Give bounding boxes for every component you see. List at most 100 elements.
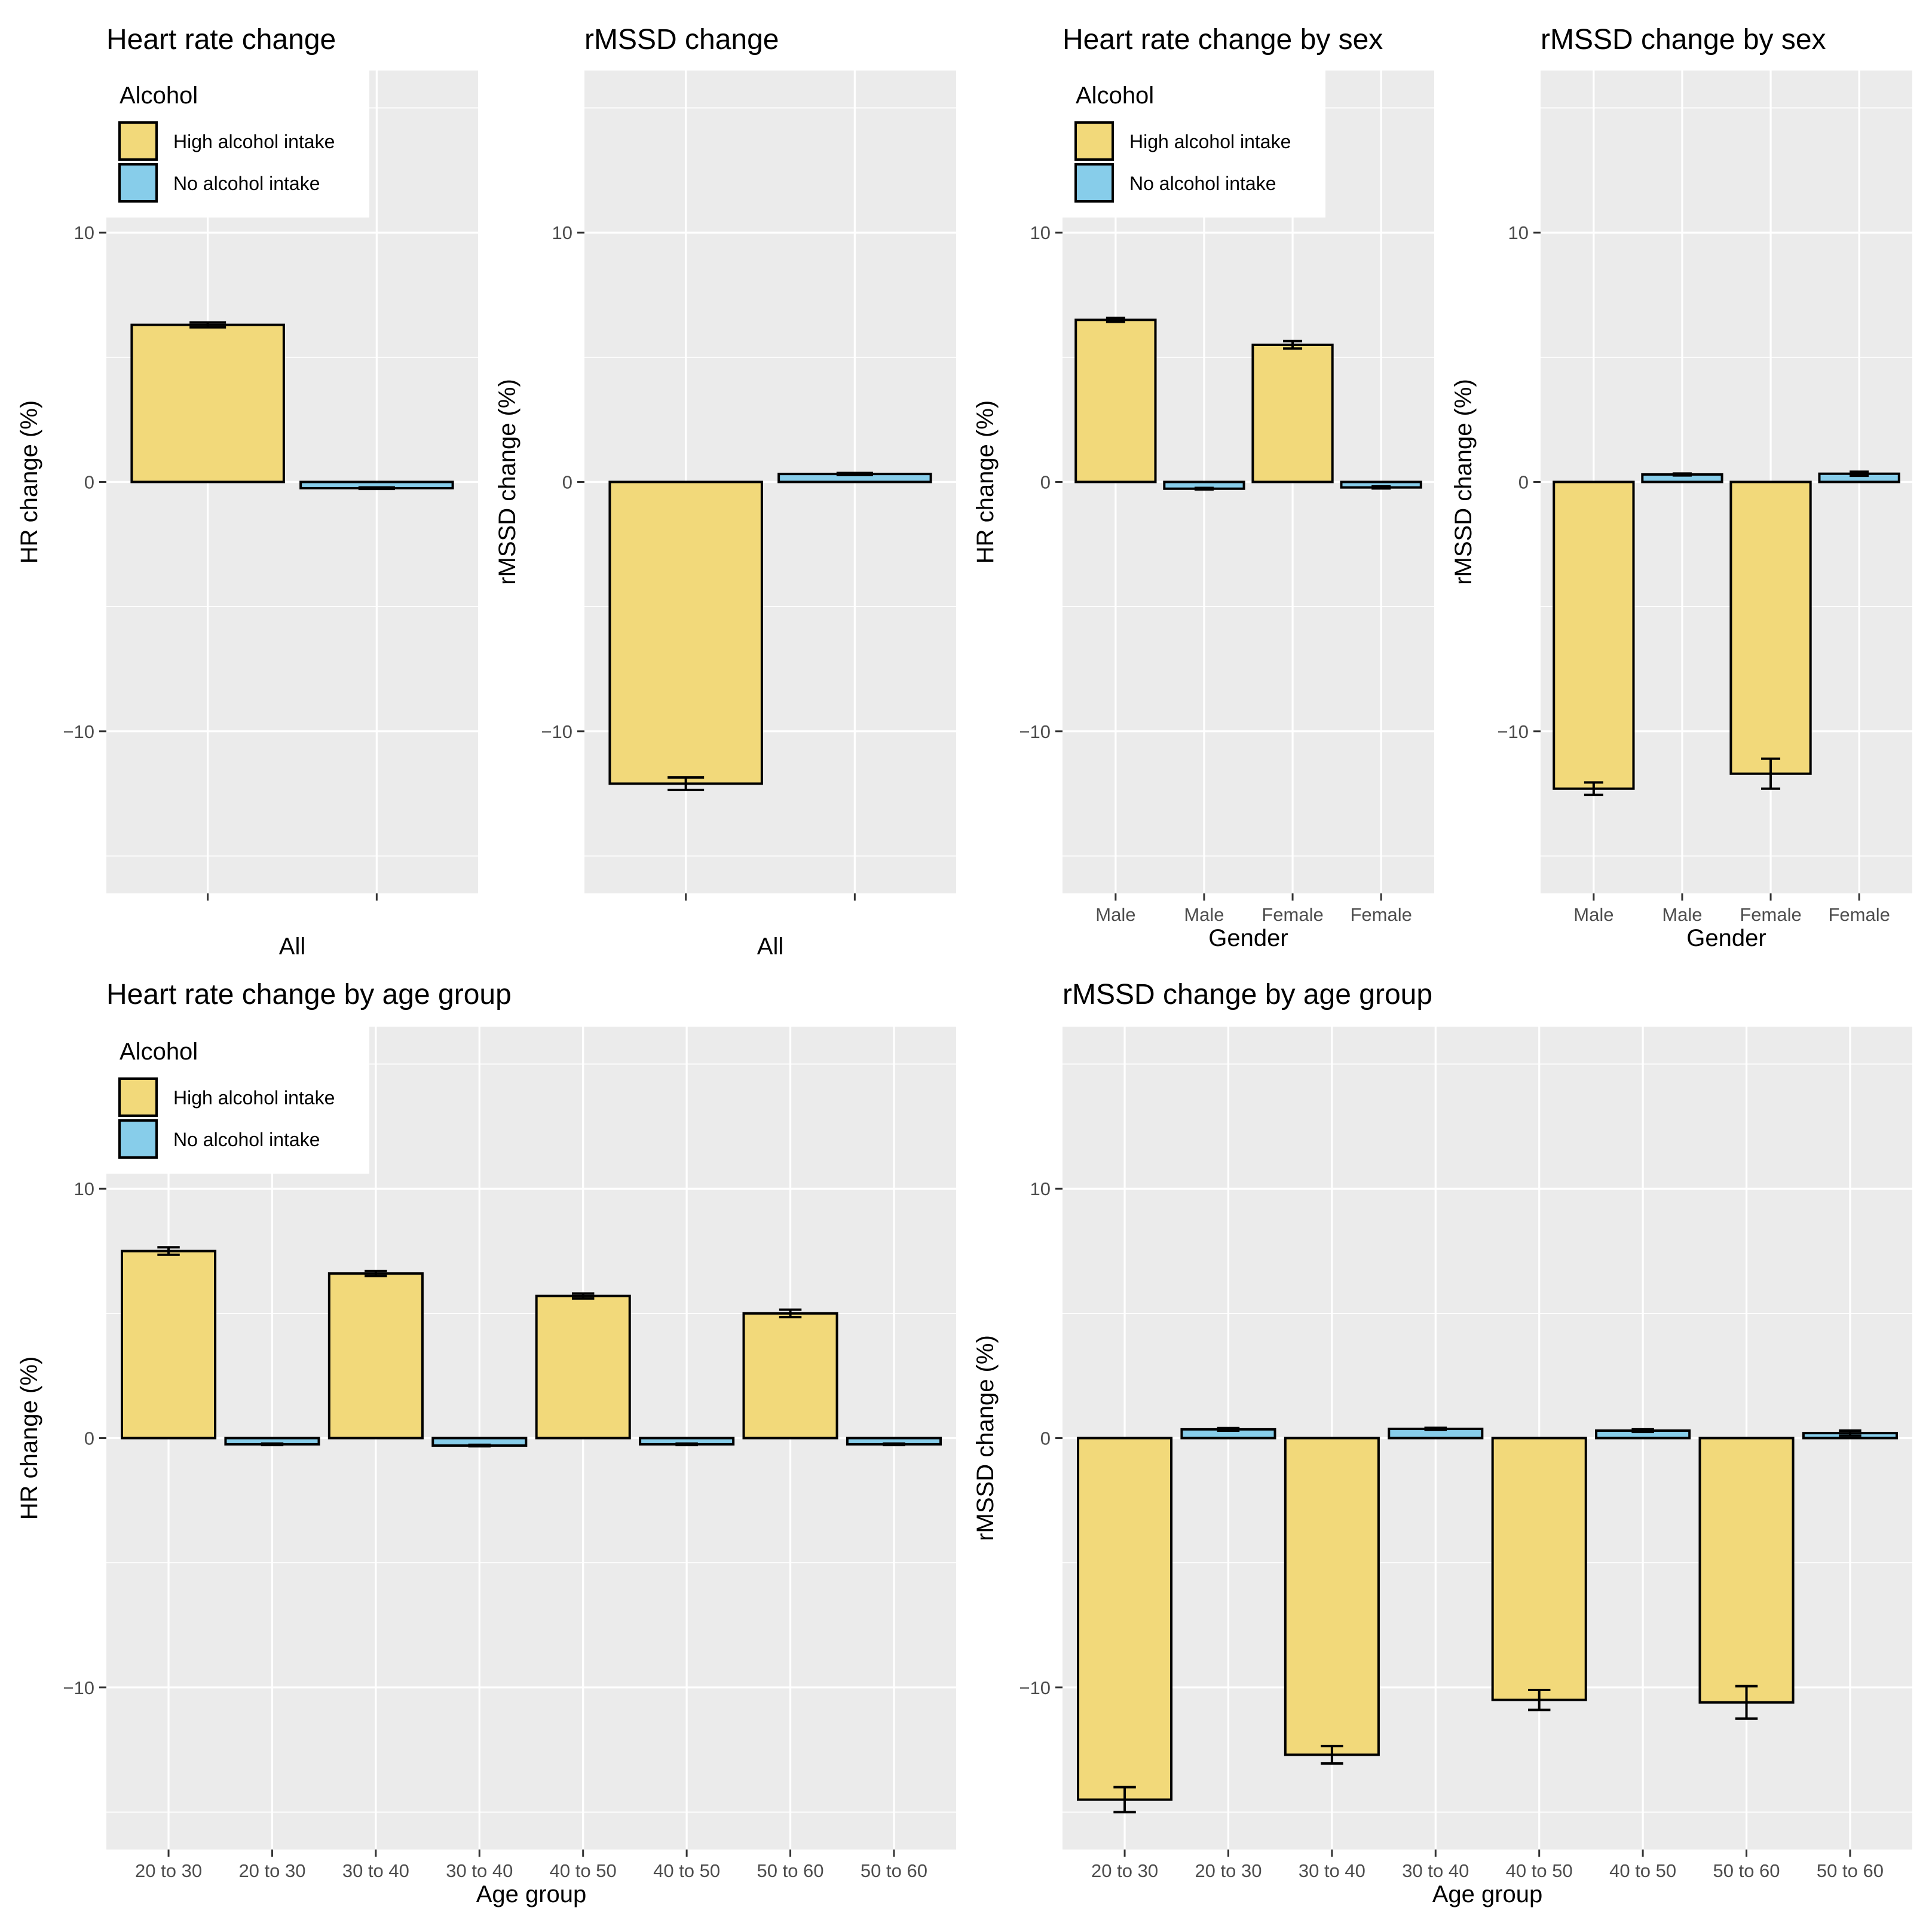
error-bar xyxy=(1283,339,1303,350)
x-tick-label: 20 to 30 xyxy=(135,1860,202,1881)
y-tick-label: 0 xyxy=(562,472,572,493)
panel-6: −10 0 10 20 to 30 20 to 30 30 to 40 30 to 40 40… xyxy=(972,979,1912,1907)
bar xyxy=(121,1250,217,1440)
panel-2: −10 0 10 All rMSSD change (%) rMSSD change xyxy=(494,24,956,960)
error-bar xyxy=(675,1442,698,1447)
panel-title: Heart rate change by sex xyxy=(1063,24,1383,56)
error-bar xyxy=(1761,757,1781,790)
x-tick-label: 50 to 60 xyxy=(1713,1860,1780,1881)
error-bar xyxy=(157,1246,180,1256)
error-bar xyxy=(358,486,395,491)
x-tick-label: 50 to 60 xyxy=(1817,1860,1884,1881)
legend-item-label: High alcohol intake xyxy=(1129,131,1291,152)
x-tick-label: 40 to 50 xyxy=(653,1860,720,1881)
error-bar xyxy=(1584,781,1603,797)
error-bar xyxy=(1839,1429,1861,1437)
x-tick-label: Male xyxy=(1095,904,1135,925)
error-bar xyxy=(1631,1428,1654,1434)
x-tick-label: Female xyxy=(1828,904,1890,925)
panel-title: rMSSD change by sex xyxy=(1541,24,1826,56)
bar xyxy=(1491,1437,1587,1701)
x-tick-label: Female xyxy=(1350,904,1412,925)
error-bar xyxy=(1321,1744,1343,1765)
error-bar xyxy=(883,1442,905,1447)
legend: Alcohol High alcohol intake No alcohol int… xyxy=(1063,70,1325,218)
panel-5: −10 0 10 20 to 30 20 to 30 30 to 40 30 to 40 40… xyxy=(16,979,956,1907)
legend-key xyxy=(1074,163,1114,203)
error-bar xyxy=(261,1442,284,1447)
panel-title: rMSSD change by age group xyxy=(1063,979,1432,1011)
x-axis-label: All xyxy=(279,933,305,960)
x-tick-label: Female xyxy=(1262,904,1323,925)
y-axis-label: HR change (%) xyxy=(16,1357,42,1520)
y-axis-label: HR change (%) xyxy=(972,400,999,564)
error-bar xyxy=(468,1443,491,1448)
y-tick-label: 0 xyxy=(1518,472,1529,493)
error-bar xyxy=(668,776,705,791)
legend-key xyxy=(118,1077,158,1117)
y-tick-label: 0 xyxy=(84,472,94,493)
y-tick-label: −10 xyxy=(63,1677,94,1698)
error-bar xyxy=(1113,1786,1136,1814)
x-axis-label: Gender xyxy=(1208,925,1288,951)
legend-key xyxy=(118,121,158,161)
y-axis-label: rMSSD change (%) xyxy=(494,379,520,585)
x-tick-label: 40 to 50 xyxy=(550,1860,617,1881)
y-axis-label: rMSSD change (%) xyxy=(1450,379,1477,585)
error-bar xyxy=(1527,1688,1551,1711)
y-tick-label: −10 xyxy=(1497,721,1529,742)
legend-title: Alcohol xyxy=(120,1039,198,1065)
y-tick-label: 10 xyxy=(74,1178,94,1199)
y-tick-label: 10 xyxy=(552,222,572,243)
x-tick-label: Female xyxy=(1740,904,1801,925)
legend-key xyxy=(118,163,158,203)
bar xyxy=(1251,344,1334,483)
legend: Alcohol High alcohol intake No alcohol int… xyxy=(106,1026,369,1174)
y-tick-label: 10 xyxy=(1030,1178,1051,1199)
x-tick-label: 40 to 50 xyxy=(1506,1860,1573,1881)
bar xyxy=(1077,1437,1173,1801)
x-tick-label: 50 to 60 xyxy=(757,1860,824,1881)
error-bar xyxy=(836,471,873,476)
legend-key xyxy=(1074,121,1114,161)
y-tick-label: 0 xyxy=(84,1428,94,1449)
x-tick-label: 30 to 40 xyxy=(342,1860,409,1881)
y-tick-label: −10 xyxy=(541,721,572,742)
y-axis-label: HR change (%) xyxy=(16,400,42,564)
legend-item-label: No alcohol intake xyxy=(173,173,320,194)
legend-item-label: High alcohol intake xyxy=(173,131,335,152)
bar xyxy=(1729,480,1812,775)
x-tick-label: 50 to 60 xyxy=(861,1860,927,1881)
y-tick-label: −10 xyxy=(1019,1677,1051,1698)
error-bar xyxy=(1424,1426,1447,1431)
bar xyxy=(1074,319,1157,483)
x-tick-label: Male xyxy=(1184,904,1224,925)
legend-key xyxy=(118,1119,158,1159)
y-tick-label: 10 xyxy=(74,222,94,243)
legend-item-label: No alcohol intake xyxy=(1129,173,1276,194)
x-tick-label: 20 to 30 xyxy=(1195,1860,1262,1881)
x-tick-label: 40 to 50 xyxy=(1609,1860,1676,1881)
error-bar xyxy=(1194,486,1214,491)
bar xyxy=(1698,1437,1795,1704)
x-tick-label: 30 to 40 xyxy=(1299,1860,1365,1881)
error-bar xyxy=(779,1308,802,1319)
x-tick-label: Male xyxy=(1662,904,1702,925)
x-tick-label: 20 to 30 xyxy=(1091,1860,1158,1881)
y-tick-label: −10 xyxy=(1019,721,1051,742)
x-axis-label: Gender xyxy=(1686,925,1766,951)
legend-title: Alcohol xyxy=(120,82,198,109)
panel-title: rMSSD change xyxy=(584,24,779,56)
y-tick-label: −10 xyxy=(63,721,94,742)
y-tick-label: 10 xyxy=(1030,222,1051,243)
panel-1: −10 0 10 All HR change (%) Heart rate change A… xyxy=(16,24,478,960)
error-bar xyxy=(365,1269,387,1278)
x-tick-label: 30 to 40 xyxy=(1402,1860,1469,1881)
error-bar xyxy=(1850,470,1869,477)
legend-item-label: No alcohol intake xyxy=(173,1129,320,1150)
y-tick-label: 0 xyxy=(1040,472,1051,493)
x-axis-label: Age group xyxy=(476,1881,587,1907)
